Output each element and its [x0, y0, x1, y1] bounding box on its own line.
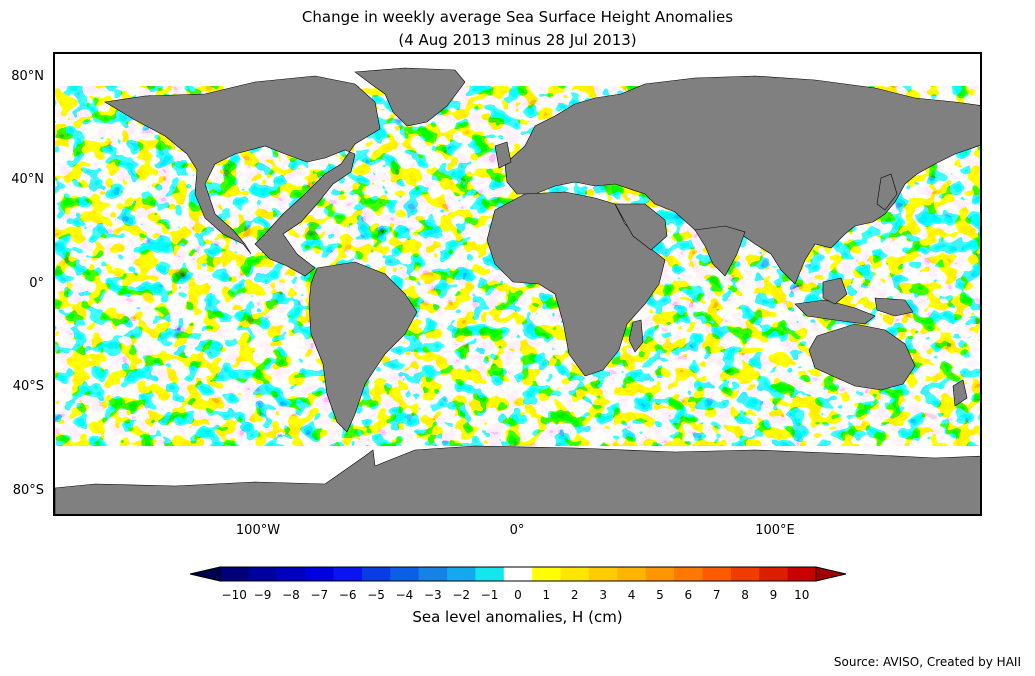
colorbar-tick-label: 2: [570, 588, 579, 602]
madagascar: [628, 319, 644, 353]
colorbar-segment: [276, 567, 306, 581]
colorbar-segment: [248, 567, 278, 581]
colorbar-tick-label: −7: [310, 588, 329, 602]
colorbar-segment: [475, 567, 505, 581]
colorbar-tick-label: −1: [480, 588, 499, 602]
colorbar-segment: [674, 567, 703, 581]
africa: [486, 191, 666, 377]
india: [694, 225, 746, 277]
colorbar-tick-label: −9: [253, 588, 272, 602]
colorbar-label: Sea level anomalies, H (cm): [412, 608, 623, 626]
colorbar-segment: [588, 567, 618, 581]
colorbar-tick-label: 0: [514, 588, 522, 602]
arctic-no-data-band: [55, 54, 980, 74]
chart-subtitle: (4 Aug 2013 minus 28 Jul 2013): [398, 31, 637, 49]
colorbar-segment: [532, 567, 562, 581]
lat-label-80n: 80°N: [11, 69, 44, 84]
colorbar-tick-label: 4: [627, 588, 636, 602]
colorbar-tick-label: 3: [599, 588, 607, 602]
colorbar-segment: [730, 567, 760, 581]
colorbar-tick-label: 8: [741, 588, 749, 602]
new-zealand: [952, 379, 968, 407]
land-masses: [55, 67, 980, 514]
new-guinea: [874, 297, 914, 317]
colorbar-frame: [219, 566, 817, 582]
colorbar-tick-label: −2: [452, 588, 471, 602]
colorbar-under-arrow: [190, 566, 221, 582]
colorbar-tick-label: 5: [656, 588, 664, 602]
lon-label-100w: 100°W: [235, 523, 281, 538]
lon-label-100e: 100°E: [755, 523, 795, 538]
lat-label-40n: 40°N: [11, 172, 44, 187]
colorbar: [190, 566, 846, 582]
colorbar-segment: [390, 567, 420, 581]
colorbar-tick-label: 10: [794, 588, 810, 602]
colorbar-segment: [759, 567, 789, 581]
colorbar-segment: [447, 567, 476, 581]
borneo: [822, 277, 848, 305]
colorbar-tick-label: −8: [282, 588, 300, 602]
colorbar-segment: [333, 567, 363, 581]
colorbar-segment: [560, 567, 590, 581]
arabian-peninsula: [614, 203, 668, 251]
colorbar-tick-label: 1: [542, 588, 551, 602]
lat-label-40s: 40°S: [12, 379, 44, 394]
lat-label-80s: 80°S: [12, 483, 44, 498]
great-britain: [494, 141, 512, 169]
colorbar-segment: [305, 567, 335, 581]
colorbar-tick-label: 7: [712, 588, 721, 602]
colorbar-segment: [503, 567, 533, 581]
colorbar-segment: [702, 567, 732, 581]
colorbar-tick-label: −10: [221, 588, 247, 602]
colorbar-segment: [617, 567, 647, 581]
colorbar-over-arrow: [815, 566, 846, 582]
colorbar-segment: [220, 567, 249, 581]
colorbar-segment: [645, 567, 675, 581]
south-america: [308, 261, 418, 433]
antarctica: [55, 445, 980, 514]
north-america: [104, 75, 381, 277]
colorbar-tick-label: −5: [367, 588, 385, 602]
colorbar-tick-label: −6: [338, 588, 357, 602]
map-frame: [53, 52, 982, 516]
colorbar-tick-label: −3: [423, 588, 442, 602]
japan: [876, 173, 898, 211]
lat-label-0: 0°: [29, 276, 44, 291]
greenland: [354, 67, 466, 127]
lon-label-0: 0°: [509, 523, 525, 538]
colorbar-tick-label: 9: [769, 588, 778, 602]
australia: [808, 323, 916, 391]
colorbar-tick-label: −4: [395, 588, 414, 602]
colorbar-segment: [361, 567, 391, 581]
colorbar-tick-label: 6: [684, 588, 693, 602]
world-map: [55, 54, 980, 514]
colorbar-segment: [787, 567, 817, 581]
chart-title: Change in weekly average Sea Surface Hei…: [301, 8, 734, 26]
colorbar-segment: [418, 567, 448, 581]
eurasia: [504, 75, 980, 285]
source-credit: Source: AVISO, Created by HAII: [833, 655, 1021, 669]
